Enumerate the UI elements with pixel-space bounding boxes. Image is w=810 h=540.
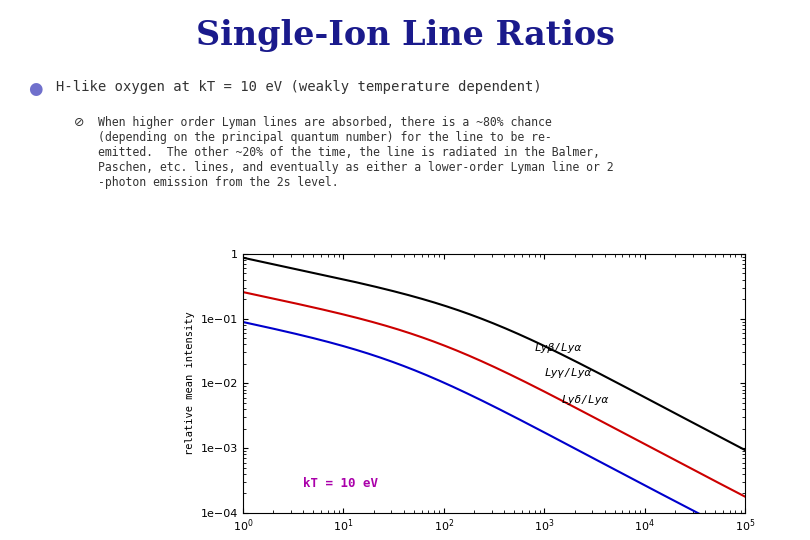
Text: Single-Ion Line Ratios: Single-Ion Line Ratios: [195, 18, 615, 52]
Text: kT = 10 eV: kT = 10 eV: [304, 477, 378, 490]
Text: H-like oxygen at kT = 10 eV (weakly temperature dependent): H-like oxygen at kT = 10 eV (weakly temp…: [56, 80, 541, 94]
Y-axis label: relative mean intensity: relative mean intensity: [185, 312, 195, 455]
Text: Lyγ/Lyα: Lyγ/Lyα: [544, 368, 591, 378]
Text: Lyβ/Lyα: Lyβ/Lyα: [535, 343, 582, 353]
Text: When higher order Lyman lines are absorbed, there is a ~80% chance
(depending on: When higher order Lyman lines are absorb…: [98, 117, 613, 190]
Text: ●: ●: [28, 80, 42, 98]
Text: Lyδ/Lyα: Lyδ/Lyα: [562, 395, 609, 405]
Text: ⊘: ⊘: [74, 117, 84, 130]
